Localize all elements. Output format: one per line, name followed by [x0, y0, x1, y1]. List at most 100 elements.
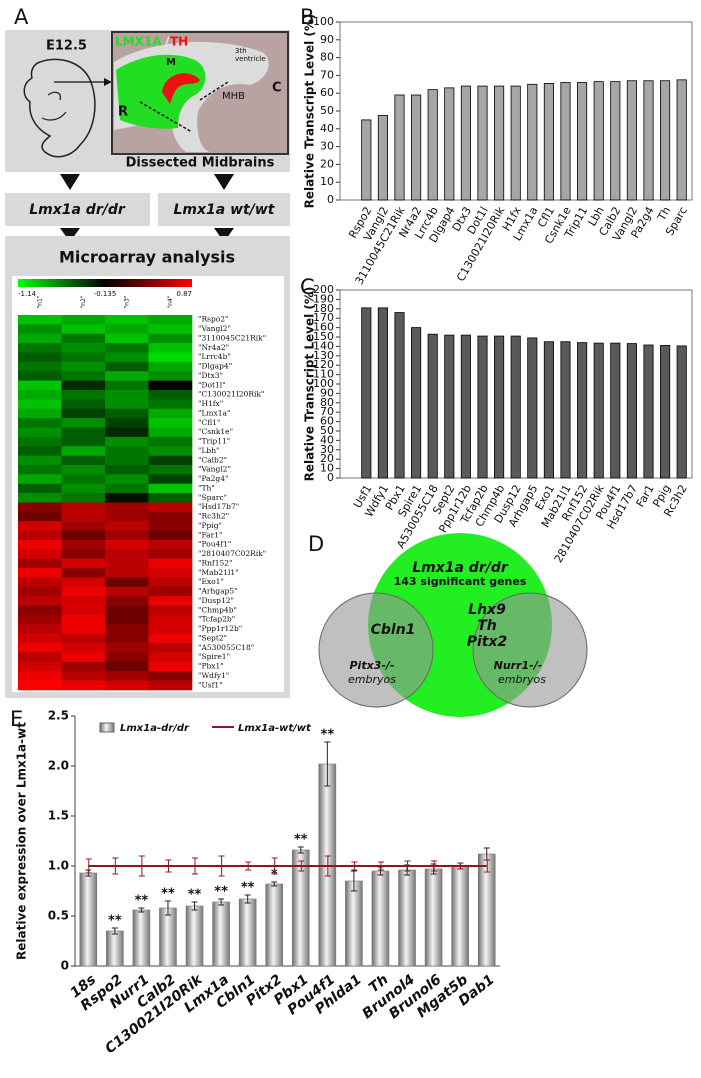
row-label: "2810407C02Rik" [198, 549, 266, 558]
heat-cell [18, 558, 62, 569]
significance: ** [241, 881, 255, 896]
heat-cell [105, 315, 149, 325]
heat-cell [61, 586, 106, 597]
significance: ** [188, 888, 202, 903]
heat-cell [61, 558, 106, 569]
arrow-head [214, 228, 234, 242]
arrow-head [104, 78, 112, 86]
column-label: "n4" [167, 295, 174, 308]
row-label: "Lrrc4b" [198, 352, 231, 361]
heat-cell [148, 436, 193, 447]
heat-cell [148, 474, 193, 485]
heat-cell [18, 371, 62, 381]
arrow-head [214, 174, 234, 190]
heat-cell [18, 521, 62, 531]
heat-cell [105, 436, 149, 447]
bar [427, 333, 438, 479]
y-tick-label: 190 [313, 292, 334, 305]
significance: ** [108, 914, 122, 929]
heat-cell [105, 333, 149, 344]
bar [361, 119, 372, 201]
heat-cell [61, 549, 106, 560]
y-tick-label: 10 [320, 175, 334, 188]
y-tick-label: 160 [313, 321, 334, 334]
y-tick-label: 1.5 [48, 809, 69, 823]
heat-cell [105, 390, 149, 400]
error-bar [244, 894, 251, 904]
heat-cell [18, 615, 62, 625]
heat-cell [105, 474, 149, 485]
heat-cell [61, 624, 106, 635]
bar [477, 85, 488, 201]
heat-cell [148, 624, 193, 635]
heat-cell [18, 652, 62, 663]
heat-cell [18, 465, 62, 475]
row-label: "Far1" [198, 530, 222, 539]
region-label: C [272, 81, 282, 96]
venn-count: 143 significant genes [394, 575, 527, 588]
heat-cell [148, 568, 193, 578]
heat-cell [105, 680, 149, 691]
error-bar [138, 907, 145, 913]
venn-title: Lmx1a dr/dr [412, 560, 509, 576]
bar [159, 907, 177, 967]
bar [660, 345, 671, 479]
row-label: "Dtx3" [198, 371, 223, 380]
inset-title: LMX1A [115, 35, 162, 49]
row-label: "Vangl2" [198, 324, 231, 333]
venn-set: Nurr1-/- [494, 659, 543, 672]
error-bar [324, 855, 331, 877]
y-tick-label: 130 [313, 349, 334, 362]
venn-set-note: embryos [348, 673, 396, 686]
heat-cell [148, 558, 193, 569]
y-tick-label: 40 [320, 433, 334, 446]
y-tick-label: 0 [327, 471, 334, 484]
group-label: Lmx1a wt/wt [174, 202, 276, 218]
heat-cell [148, 633, 193, 644]
heat-cell [105, 502, 149, 513]
bar [451, 865, 469, 967]
heat-cell [61, 511, 106, 522]
heat-cell [105, 324, 149, 335]
row-label: "C130021I20Rik" [198, 390, 264, 399]
heat-cell [18, 633, 62, 644]
microarray-title: Microarray analysis [59, 248, 235, 267]
significance: * [271, 868, 278, 883]
bar [510, 85, 521, 201]
heat-cell [148, 455, 193, 466]
significance: ** [214, 885, 228, 900]
row-label: "Wdfy1" [198, 671, 229, 680]
heat-cell [61, 455, 106, 466]
heat-cell [18, 530, 62, 541]
heat-cell [105, 530, 149, 541]
heat-cell [61, 502, 106, 513]
heat-cell [148, 371, 193, 381]
heat-cell [105, 671, 149, 681]
y-tick-label: 50 [320, 104, 334, 117]
heat-cell [61, 408, 106, 419]
heat-cell [148, 343, 193, 353]
row-label: "Rc3h2" [198, 512, 229, 521]
venn-gene: Lhx9 [468, 602, 506, 618]
heat-cell [148, 549, 193, 560]
heat-cell [61, 390, 106, 400]
column-label: "n2" [80, 295, 87, 308]
heat-cell [61, 465, 106, 475]
bar [460, 85, 471, 201]
heat-cell [148, 465, 193, 475]
row-label: "Arhgap5" [198, 587, 238, 596]
y-tick-label: 140 [313, 339, 334, 352]
heat-cell [61, 343, 106, 353]
bar [394, 312, 405, 479]
heat-cell [18, 343, 62, 353]
bar [626, 80, 637, 201]
heat-cell [105, 633, 149, 644]
heat-cell [61, 577, 106, 588]
bar [377, 307, 388, 479]
heat-cell [148, 427, 193, 438]
significance: ** [135, 894, 149, 909]
panel-label: E [10, 707, 23, 731]
bar [660, 80, 671, 201]
bar [345, 880, 363, 967]
